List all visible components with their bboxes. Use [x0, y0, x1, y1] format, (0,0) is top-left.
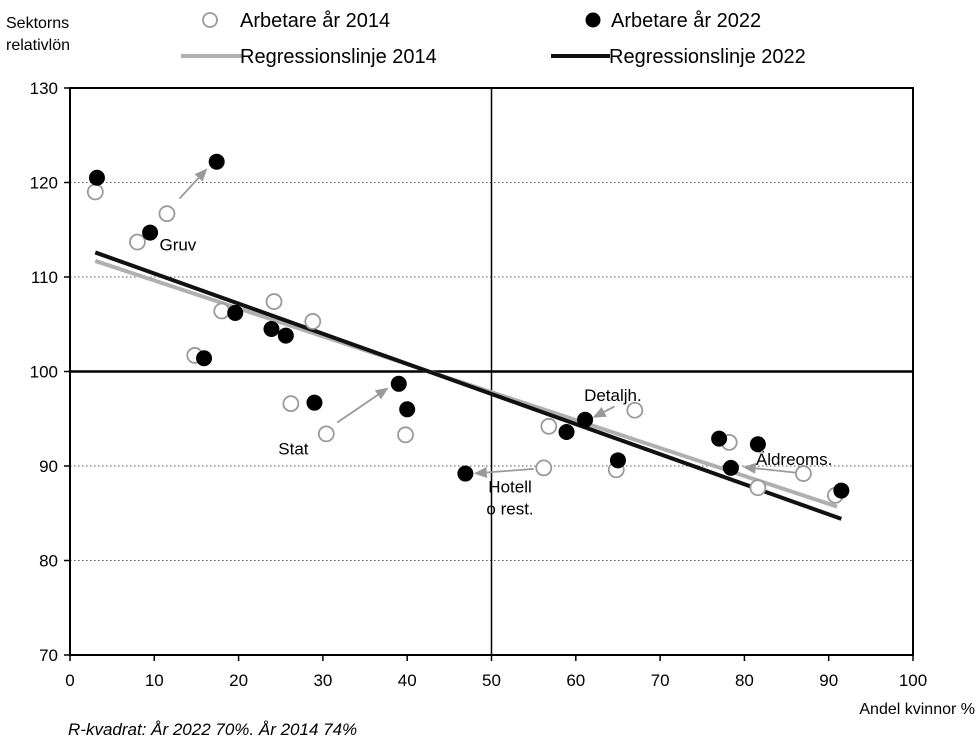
point-2022-6 [277, 327, 294, 344]
point-2014-13 [626, 401, 644, 419]
annotation-arrow-line-3 [755, 467, 796, 474]
y-tick-label-90: 90 [39, 457, 58, 476]
x-tick-label-80: 80 [735, 671, 754, 690]
point-2022-5 [263, 320, 280, 337]
point-2014-8 [317, 425, 335, 443]
x-tick-label-60: 60 [566, 671, 585, 690]
x-axis-title: Andel kvinnor % [859, 701, 975, 718]
annotation-label-3-0: Äldreoms. [756, 450, 833, 469]
x-tick-label-20: 20 [229, 671, 248, 690]
point-2022-16 [749, 436, 766, 453]
y-axis-title-line-1: Sektorns [6, 15, 69, 32]
point-2014-0 [86, 183, 104, 201]
annotation-arrow-line-1 [336, 394, 379, 424]
point-2022-13 [609, 452, 626, 469]
legend-label-2022: Arbetare år 2022 [611, 10, 761, 32]
r-squared-note: R-kvadrat: År 2022 70%. År 2014 74% [68, 720, 357, 739]
reference-lines [70, 88, 913, 655]
point-2014-4 [213, 302, 231, 320]
point-2014-16 [795, 465, 812, 482]
y-tick-label-70: 70 [39, 646, 58, 665]
point-2014-7 [304, 313, 322, 330]
point-2022-3 [196, 350, 213, 367]
legend-label-2014: Arbetare år 2014 [240, 10, 390, 32]
point-2022-10 [457, 465, 474, 482]
point-2022-14 [711, 430, 728, 447]
point-2014-5 [265, 293, 283, 310]
x-tick-label-10: 10 [145, 671, 164, 690]
y-tick-label-100: 100 [30, 363, 58, 382]
point-2014-10 [535, 459, 553, 477]
annotation-label-0-0: Gruv [159, 236, 196, 255]
legend-label-line-2014: Regressionslinje 2014 [240, 46, 437, 68]
annotation-arrow-line-4 [486, 467, 534, 474]
regression-line-2022 [94, 250, 843, 521]
point-2022-11 [558, 423, 575, 440]
point-2022-8 [390, 375, 407, 392]
point-2022-0 [88, 169, 105, 186]
annotation-arrow-head-2 [592, 406, 607, 418]
point-2022-9 [399, 401, 416, 418]
y-tick-label-80: 80 [39, 552, 58, 571]
x-tick-label-40: 40 [398, 671, 417, 690]
x-tick-label-50: 50 [482, 671, 501, 690]
annotation-arrow-line-2 [603, 405, 615, 413]
y-tick-label-120: 120 [30, 174, 58, 193]
point-2014-11 [540, 417, 558, 435]
annotation-label-4-0: Hotell [488, 477, 531, 496]
legend-marker-2022 [585, 12, 601, 28]
annotation-label-1-0: Stat [278, 440, 309, 459]
regression-lines [94, 250, 843, 521]
annotation-arrow-head-1 [374, 387, 389, 400]
point-2014-6 [282, 395, 300, 413]
annotation-labels: Gruv Stat Detaljh. Äldreoms. Hotell o rest. [159, 236, 832, 519]
annotation-arrows [178, 168, 796, 479]
point-2022-2 [208, 153, 225, 170]
x-tick-label-90: 90 [819, 671, 838, 690]
axis-ticks: 70 80 90 100 110 120 130 0 10 20 30 40 50 60 70 80 90 100 [30, 79, 928, 690]
x-tick-label-100: 100 [899, 671, 927, 690]
annotation-arrow-head-0 [194, 168, 208, 182]
point-2014-15 [749, 479, 767, 497]
x-tick-label-0: 0 [65, 671, 74, 690]
point-2022-17 [833, 482, 850, 499]
legend-marker-2014 [202, 12, 218, 28]
point-2022-12 [577, 411, 594, 428]
x-tick-label-30: 30 [313, 671, 332, 690]
annotation-arrow-head-3 [742, 462, 757, 474]
point-2014-1 [129, 233, 146, 251]
annotation-label-2-0: Detaljh. [584, 386, 642, 405]
point-2022-15 [722, 459, 739, 476]
legend-label-line-2022: Regressionslinje 2022 [609, 46, 806, 68]
legend: Arbetare år 2014 Arbetare år 2022 Regres… [181, 10, 806, 68]
point-2022-1 [142, 224, 159, 241]
point-2014-2 [158, 205, 176, 223]
data-points [86, 153, 850, 504]
annotation-arrow-line-0 [178, 177, 200, 200]
point-2014-9 [397, 426, 414, 444]
y-tick-label-130: 130 [30, 79, 58, 98]
point-2022-4 [227, 304, 244, 321]
annotation-label-4-1: o rest. [486, 499, 533, 518]
y-axis-title-line-2: relativlön [6, 37, 70, 54]
annotation-arrow-head-4 [473, 467, 488, 479]
point-2022-7 [306, 394, 323, 411]
y-tick-label-110: 110 [31, 268, 58, 287]
x-tick-label-70: 70 [651, 671, 670, 690]
